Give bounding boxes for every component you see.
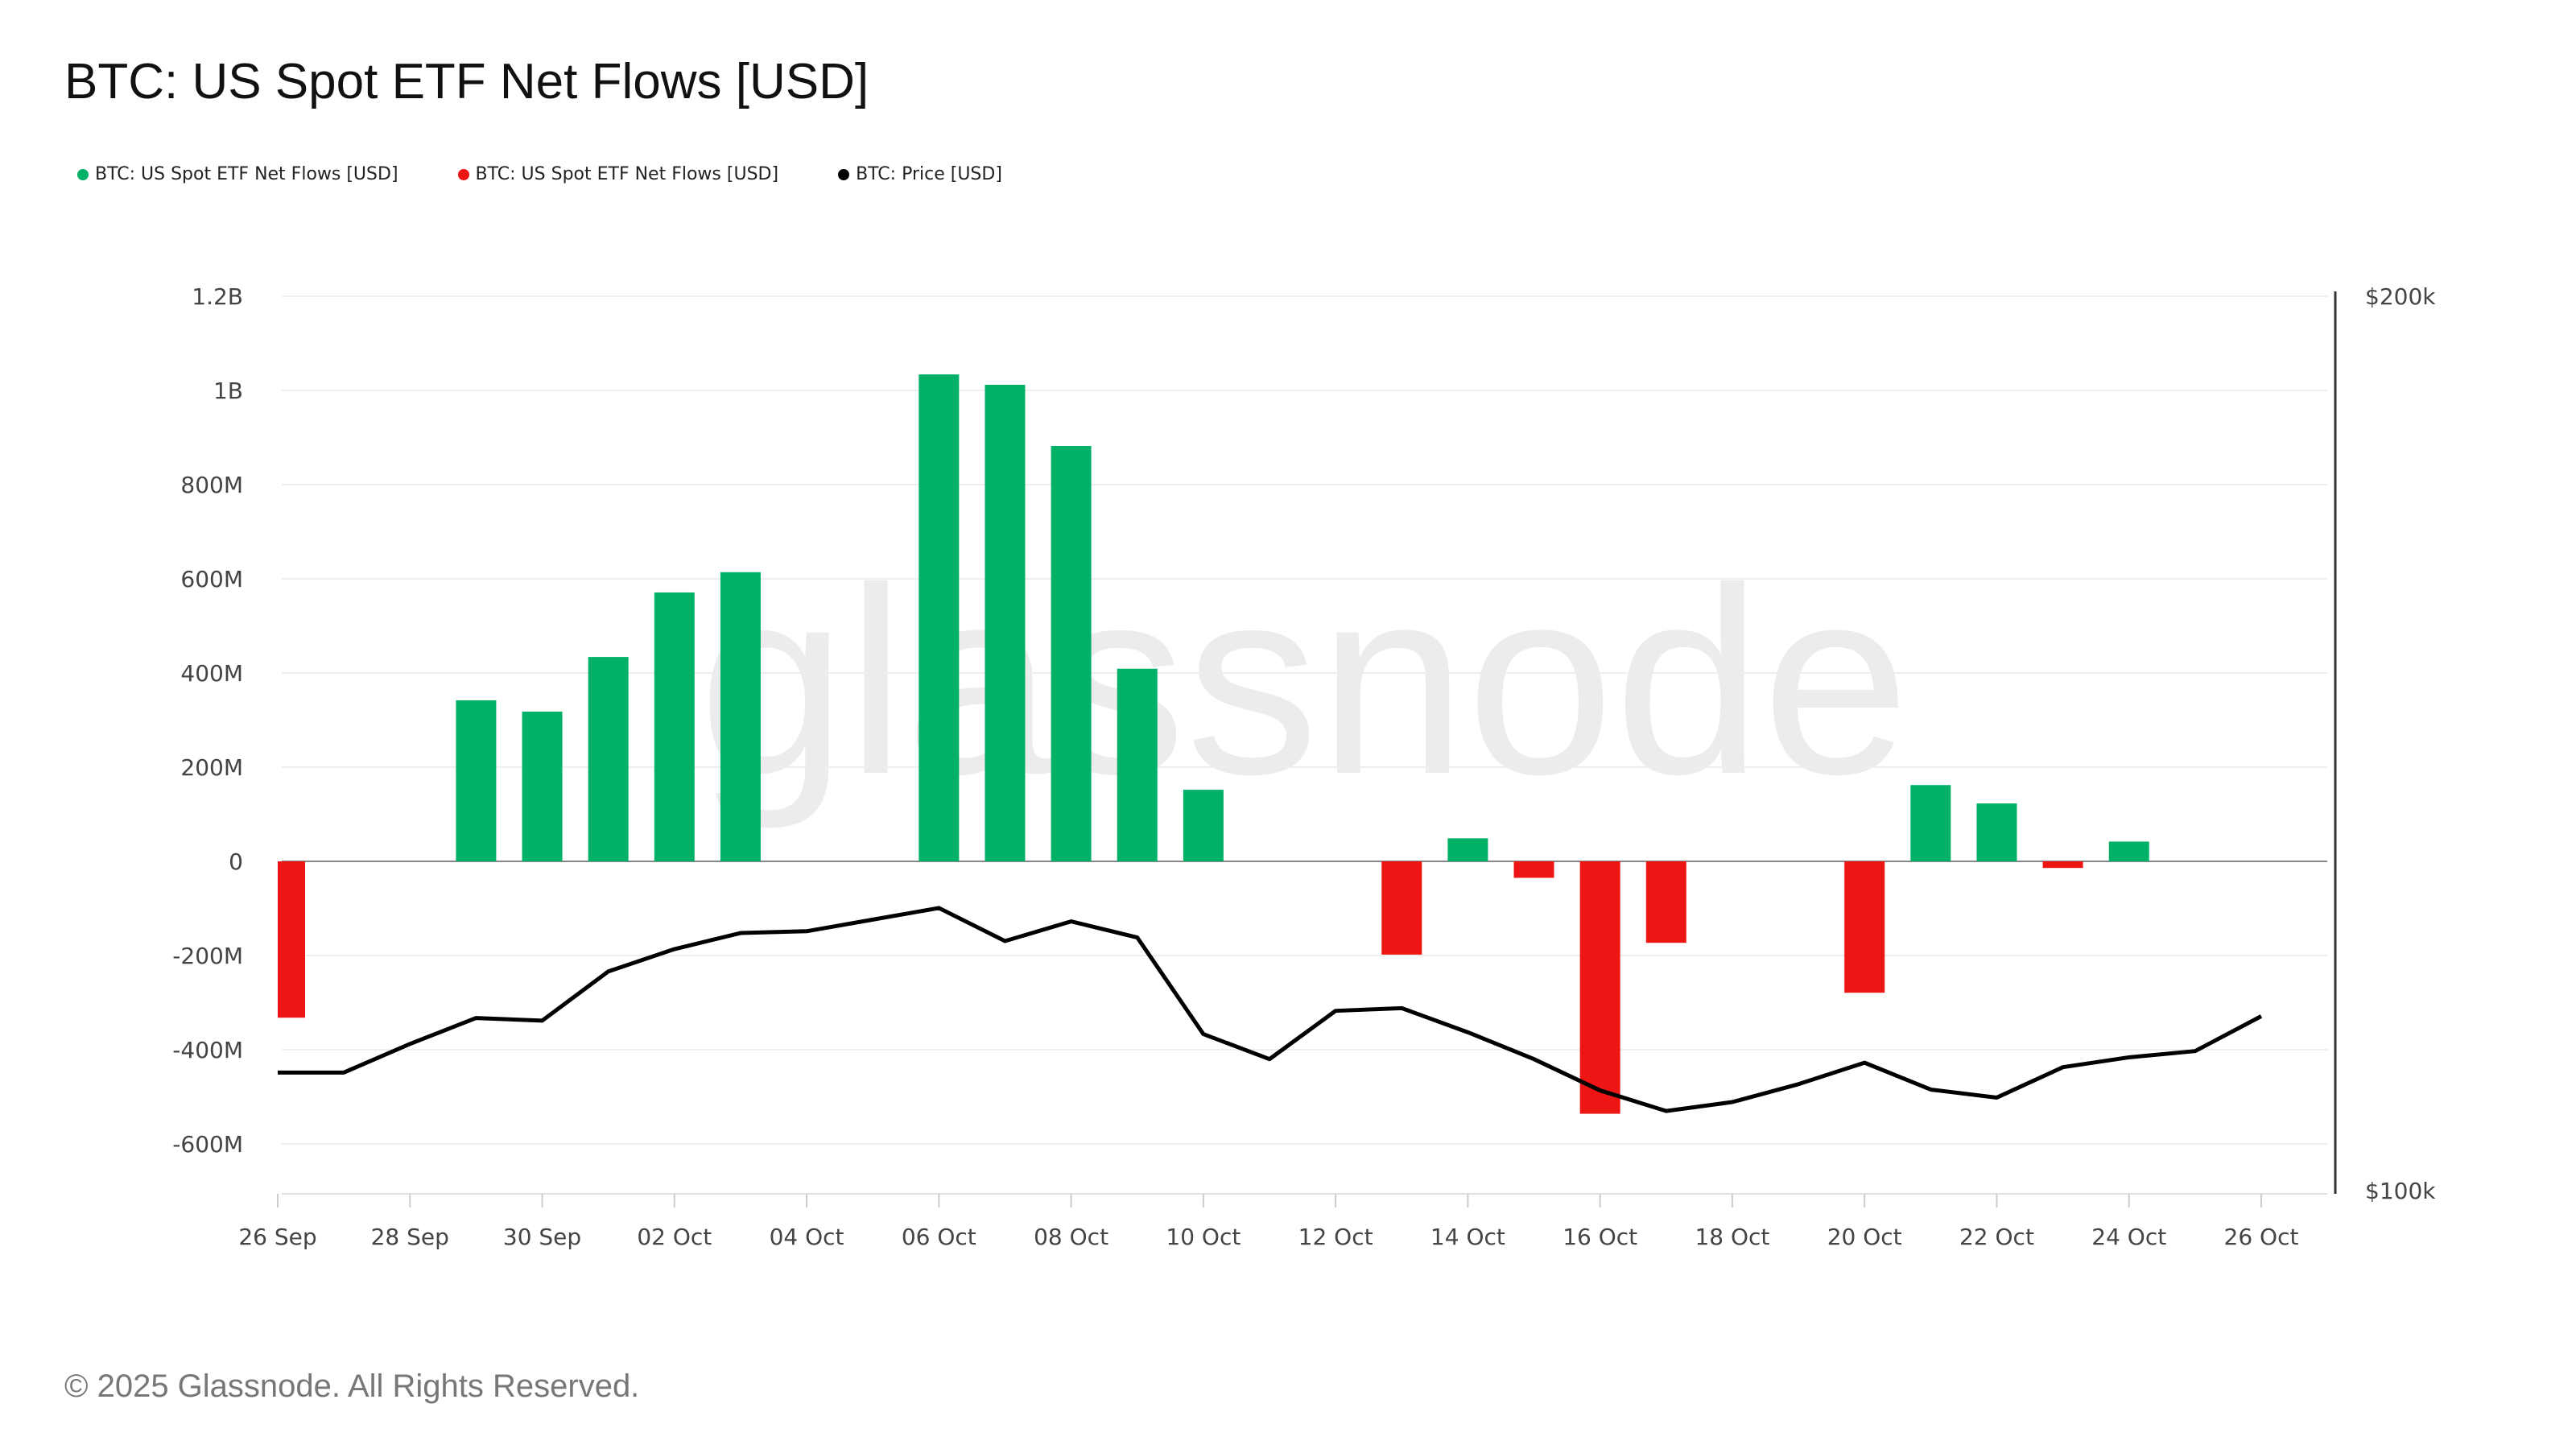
x-tick-label: 18 Oct xyxy=(1695,1224,1769,1250)
inflow-bar xyxy=(1976,803,2017,861)
x-tick-label: 04 Oct xyxy=(770,1224,844,1250)
legend-label: BTC: Price [USD] xyxy=(856,164,1002,184)
x-tick-label: 14 Oct xyxy=(1430,1224,1505,1250)
chart-title: BTC: US Spot ETF Net Flows [USD] xyxy=(64,54,869,109)
inflow-bar xyxy=(1183,790,1224,861)
inflow-bar xyxy=(522,711,563,861)
watermark-logo: glassnode xyxy=(699,532,1910,831)
legend-label: BTC: US Spot ETF Net Flows [USD] xyxy=(475,164,779,184)
red-dot-icon xyxy=(457,168,469,180)
outflow-bar xyxy=(1645,861,1686,943)
x-tick-label: 26 Oct xyxy=(2224,1224,2299,1250)
outflow-bar xyxy=(1844,861,1885,993)
y-tick-label: -600M xyxy=(172,1131,243,1158)
inflow-bar xyxy=(654,592,695,861)
green-dot-icon xyxy=(77,168,89,180)
y-tick-label: -400M xyxy=(172,1037,243,1063)
y-tick-label: 600M xyxy=(180,566,243,592)
black-dot-icon xyxy=(838,168,850,180)
x-tick-label: 16 Oct xyxy=(1563,1224,1637,1250)
inflow-bar xyxy=(1910,785,1951,861)
x-tick-label: 28 Sep xyxy=(371,1224,449,1250)
x-tick-label: 20 Oct xyxy=(1827,1224,1902,1250)
legend: BTC: US Spot ETF Net Flows [USD] BTC: US… xyxy=(77,164,1002,184)
y-tick-label: 400M xyxy=(180,660,243,687)
price-line xyxy=(278,906,2263,1113)
outflow-bar xyxy=(2042,861,2083,869)
legend-item-outflows[interactable]: BTC: US Spot ETF Net Flows [USD] xyxy=(457,164,779,184)
inflow-bar xyxy=(985,384,1026,862)
inflow-bar xyxy=(588,657,629,861)
right-y-tick-label: $200k xyxy=(2365,283,2436,310)
y-tick-label: 1B xyxy=(213,378,243,404)
x-tick-label: 02 Oct xyxy=(637,1224,712,1250)
inflow-bar xyxy=(1117,668,1158,861)
inflow-bar xyxy=(456,700,497,861)
legend-item-inflows[interactable]: BTC: US Spot ETF Net Flows [USD] xyxy=(77,164,398,184)
outflow-bar xyxy=(1579,861,1620,1114)
outflow-bar xyxy=(278,861,305,1018)
x-tick-label: 12 Oct xyxy=(1298,1224,1373,1250)
right-y-tick-label: $100k xyxy=(2365,1178,2436,1204)
inflow-bar xyxy=(1447,838,1488,861)
x-tick-label: 10 Oct xyxy=(1166,1224,1241,1250)
y-tick-label: 0 xyxy=(229,848,243,875)
outflow-bar xyxy=(1381,861,1422,955)
y-tick-label: 200M xyxy=(180,754,243,781)
x-tick-label: 30 Sep xyxy=(503,1224,581,1250)
copyright-footer: © 2025 Glassnode. All Rights Reserved. xyxy=(64,1368,640,1404)
y-tick-label: -200M xyxy=(172,943,243,969)
inflow-bar xyxy=(1051,446,1092,861)
y-tick-label: 800M xyxy=(180,472,243,498)
inflow-bar xyxy=(919,374,960,861)
outflow-bar xyxy=(1513,861,1554,878)
legend-label: BTC: US Spot ETF Net Flows [USD] xyxy=(95,164,398,184)
x-tick-label: 22 Oct xyxy=(1959,1224,2034,1250)
x-tick-label: 26 Sep xyxy=(238,1224,316,1250)
x-tick-label: 06 Oct xyxy=(902,1224,976,1250)
inflow-bar xyxy=(2108,841,2149,861)
legend-item-price[interactable]: BTC: Price [USD] xyxy=(838,164,1002,184)
y-tick-label: 1.2B xyxy=(192,283,243,310)
x-tick-label: 24 Oct xyxy=(2091,1224,2166,1250)
inflow-bar xyxy=(720,572,761,861)
x-tick-label: 08 Oct xyxy=(1034,1224,1108,1250)
